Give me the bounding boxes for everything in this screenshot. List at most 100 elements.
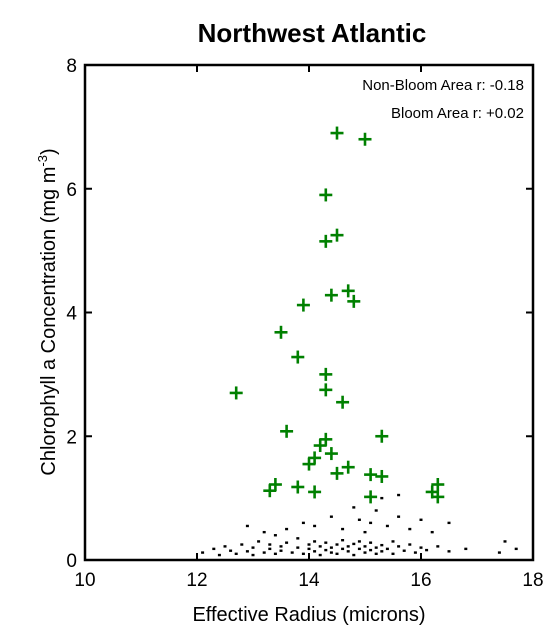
non-bloom-point [279, 549, 283, 552]
non-bloom-point [430, 530, 434, 534]
bloom-point [324, 447, 338, 461]
non-bloom-point [408, 543, 412, 546]
non-bloom-point [341, 539, 345, 542]
y-tick-label: 2 [66, 427, 77, 448]
non-bloom-point [369, 541, 373, 544]
non-bloom-point [397, 493, 401, 497]
non-bloom-point [307, 543, 311, 546]
non-bloom-point [397, 515, 401, 518]
bloom-point [319, 383, 333, 397]
bloom-point [308, 485, 322, 499]
non-bloom-point [425, 548, 429, 552]
x-tick-label: 16 [410, 570, 431, 591]
non-bloom-point [313, 540, 317, 543]
non-bloom-point [234, 552, 238, 556]
non-bloom-point [346, 545, 350, 548]
non-bloom-point [262, 551, 266, 554]
non-bloom-point [290, 551, 294, 554]
x-tick-label: 18 [522, 570, 543, 591]
bloom-point [364, 468, 378, 482]
non-bloom-point [318, 553, 322, 557]
x-axis-label: Effective Radius (microns) [192, 604, 425, 626]
non-bloom-point [374, 509, 378, 512]
non-bloom-point [268, 543, 272, 546]
non-bloom-point [324, 548, 328, 552]
bloom-point [291, 350, 305, 364]
non-bloom-point [357, 540, 361, 543]
non-bloom-point [357, 547, 361, 551]
non-bloom-point [357, 518, 361, 521]
non-bloom-point [413, 551, 417, 554]
non-bloom-point [369, 521, 373, 525]
annotation-non-bloom: Non-Bloom Area r: -0.18 [362, 77, 524, 94]
data-points [201, 126, 518, 557]
non-bloom-point [296, 537, 300, 540]
bloom-point [263, 484, 277, 498]
non-bloom-point [374, 552, 378, 556]
y-tick-label: 8 [66, 56, 77, 77]
x-tick-label: 10 [74, 570, 95, 591]
axis-ticks: 10 12 14 16 18 0 2 4 6 8 [66, 56, 543, 591]
bloom-point [313, 439, 327, 453]
non-bloom-point [402, 549, 406, 552]
non-bloom-point [201, 551, 205, 554]
y-axis-label-superscript: -3 [35, 155, 50, 167]
non-bloom-point [285, 541, 289, 544]
bloom-point [302, 457, 316, 471]
annotation-bloom: Bloom Area r: +0.02 [391, 105, 524, 122]
bloom-point [280, 424, 294, 438]
bloom-point [319, 234, 333, 248]
non-bloom-point [262, 530, 266, 534]
non-bloom-point [374, 546, 378, 549]
non-bloom-point [335, 552, 339, 556]
non-bloom-point [352, 553, 356, 557]
bloom-point [330, 466, 344, 480]
bloom-point [336, 395, 350, 409]
non-bloom-point [307, 547, 311, 551]
non-bloom-point [273, 552, 277, 556]
bloom-point [431, 478, 445, 492]
non-bloom-point [397, 545, 401, 548]
non-bloom-point [497, 551, 501, 554]
chart-title: Northwest Atlantic [198, 18, 427, 48]
y-axis-label: Chlorophyll a Concentration (mg m-3) [35, 148, 60, 475]
bloom-point [341, 284, 355, 298]
non-bloom-point [447, 550, 451, 553]
non-bloom-point [352, 506, 356, 509]
bloom-point [291, 480, 305, 494]
non-bloom-point [223, 545, 227, 548]
bloom-point [229, 386, 243, 400]
non-bloom-point [385, 547, 389, 551]
non-bloom-point [447, 521, 451, 525]
non-bloom-point [503, 540, 507, 543]
bloom-point [431, 490, 445, 504]
non-bloom-point [380, 496, 384, 500]
bloom-point [364, 490, 378, 504]
non-bloom-point [318, 545, 322, 548]
non-bloom-point [464, 547, 468, 551]
non-bloom-point [285, 527, 289, 531]
bloom-point [341, 460, 355, 474]
non-bloom-point [380, 543, 384, 547]
non-bloom-point [268, 547, 272, 551]
y-tick-label: 4 [66, 304, 77, 325]
non-bloom-point [352, 542, 356, 546]
y-tick-label: 0 [66, 551, 77, 572]
non-bloom-point [313, 550, 317, 553]
bloom-point [319, 188, 333, 202]
non-bloom-point [514, 547, 518, 551]
x-tick-label: 14 [298, 570, 320, 591]
non-bloom-point [380, 550, 384, 553]
non-bloom-point [240, 543, 244, 546]
non-bloom-point [341, 547, 345, 551]
non-bloom-point [329, 515, 333, 518]
non-bloom-point [363, 530, 367, 534]
non-bloom-point [419, 546, 423, 549]
non-bloom-point [296, 546, 300, 549]
non-bloom-point [313, 524, 317, 528]
y-tick-label: 6 [66, 180, 77, 201]
plot-area [83, 63, 535, 562]
non-bloom-point [346, 550, 350, 553]
non-bloom-point [257, 540, 261, 543]
